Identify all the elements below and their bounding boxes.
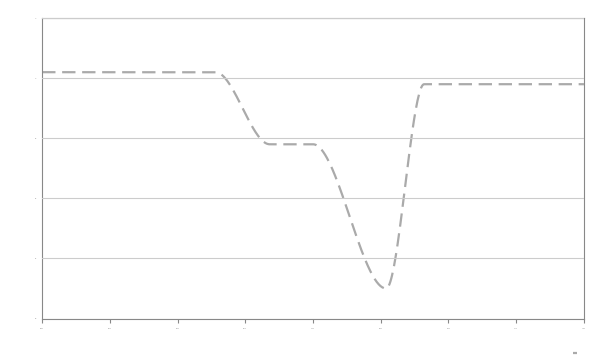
Legend:  <box>573 353 578 354</box>
